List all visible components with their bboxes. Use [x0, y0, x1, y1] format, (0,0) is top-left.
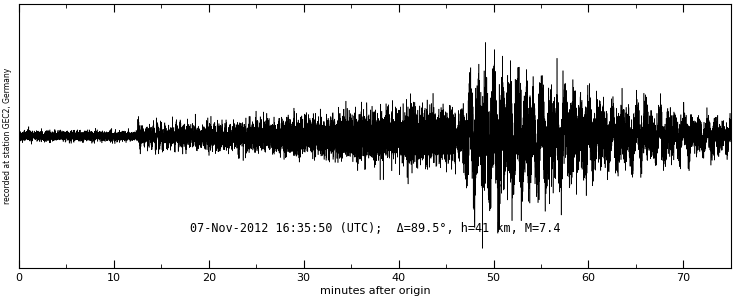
Text: recorded at station GEC2, Germany: recorded at station GEC2, Germany	[3, 68, 12, 204]
Text: 07-Nov-2012 16:35:50 (UTC);  Δ=89.5°, h=41 km, M=7.4: 07-Nov-2012 16:35:50 (UTC); Δ=89.5°, h=4…	[190, 222, 560, 235]
X-axis label: minutes after origin: minutes after origin	[320, 286, 430, 296]
